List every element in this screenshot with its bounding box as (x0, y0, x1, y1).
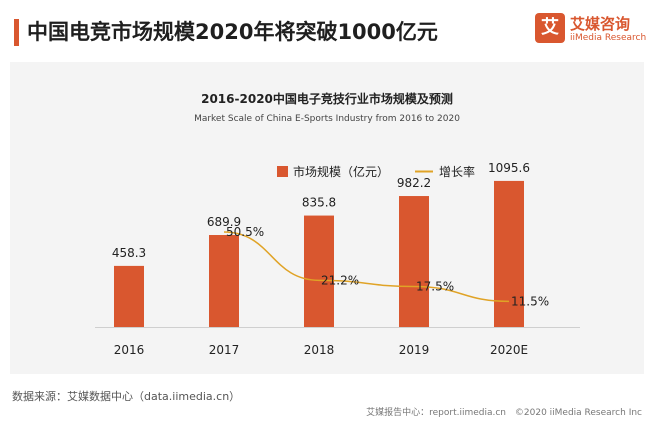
growth-rate-line (223, 231, 510, 303)
chart-legend: 市场规模（亿元） 增长率 (277, 164, 475, 179)
growth-label-2018: 21.2% (321, 273, 359, 287)
chart-title: 2016-2020中国电子竞技行业市场规模及预测 (201, 91, 453, 106)
bar-2019 (399, 196, 429, 327)
bar-value-label-2017: 689.9 (207, 215, 241, 229)
bar-2018 (304, 215, 334, 327)
x-tick-label-2016: 2016 (114, 343, 145, 357)
footer-credits: 艾媒报告中心：report.iimedia.cn ©2020 iiMedia R… (360, 405, 642, 418)
bar-value-label-2018: 835.8 (302, 196, 336, 210)
title-accent-bar (14, 19, 19, 46)
brand-logo: 艾 艾媒咨询 iiMedia Research (535, 13, 647, 49)
bar-value-label-2020E: 1095.6 (488, 161, 530, 175)
chart-marks: 458.3 2016 689.9 2017 835.8 2018 982.2 2019 1095… (95, 161, 580, 357)
growth-label-2017: 50.5% (226, 225, 264, 239)
copyright-text: ©2020 iiMedia Research Inc (514, 408, 642, 418)
data-source-note: 数据来源：艾媒数据中心（data.iimedia.cn） (12, 390, 241, 403)
growth-label-2020E: 11.5% (511, 294, 549, 308)
legend-label-bars: 市场规模（亿元） (293, 164, 389, 179)
brand-logo-mark: 艾 (535, 13, 565, 43)
legend-swatch-bars (277, 166, 288, 177)
brand-name-cn: 艾媒咨询 (570, 15, 631, 33)
x-tick-label-2018: 2018 (304, 343, 335, 357)
x-tick-label-2020E: 2020E (490, 343, 528, 357)
bar-2016 (114, 265, 144, 327)
bar-value-label-2016: 458.3 (112, 246, 146, 260)
report-center-link[interactable]: 艾媒报告中心：report.iimedia.cn (366, 408, 507, 418)
legend-label-line: 增长率 (439, 164, 475, 179)
chart-panel: 2016-2020中国电子竞技行业市场规模及预测 Market Scale of… (10, 62, 644, 374)
chart-subtitle: Market Scale of China E-Sports Industry … (194, 114, 460, 124)
bar-2017 (209, 235, 239, 327)
bar-value-label-2019: 982.2 (397, 176, 431, 190)
page-title: 中国电竞市场规模2020年将突破1000亿元 (27, 20, 438, 44)
x-tick-label-2019: 2019 (399, 343, 430, 357)
brand-name-en: iiMedia Research (570, 33, 647, 43)
growth-label-2019: 17.5% (416, 279, 454, 293)
bar-2020E (494, 180, 524, 327)
market-scale-chart: 2016-2020中国电子竞技行业市场规模及预测 Market Scale of… (95, 91, 580, 357)
x-tick-label-2017: 2017 (209, 343, 240, 357)
